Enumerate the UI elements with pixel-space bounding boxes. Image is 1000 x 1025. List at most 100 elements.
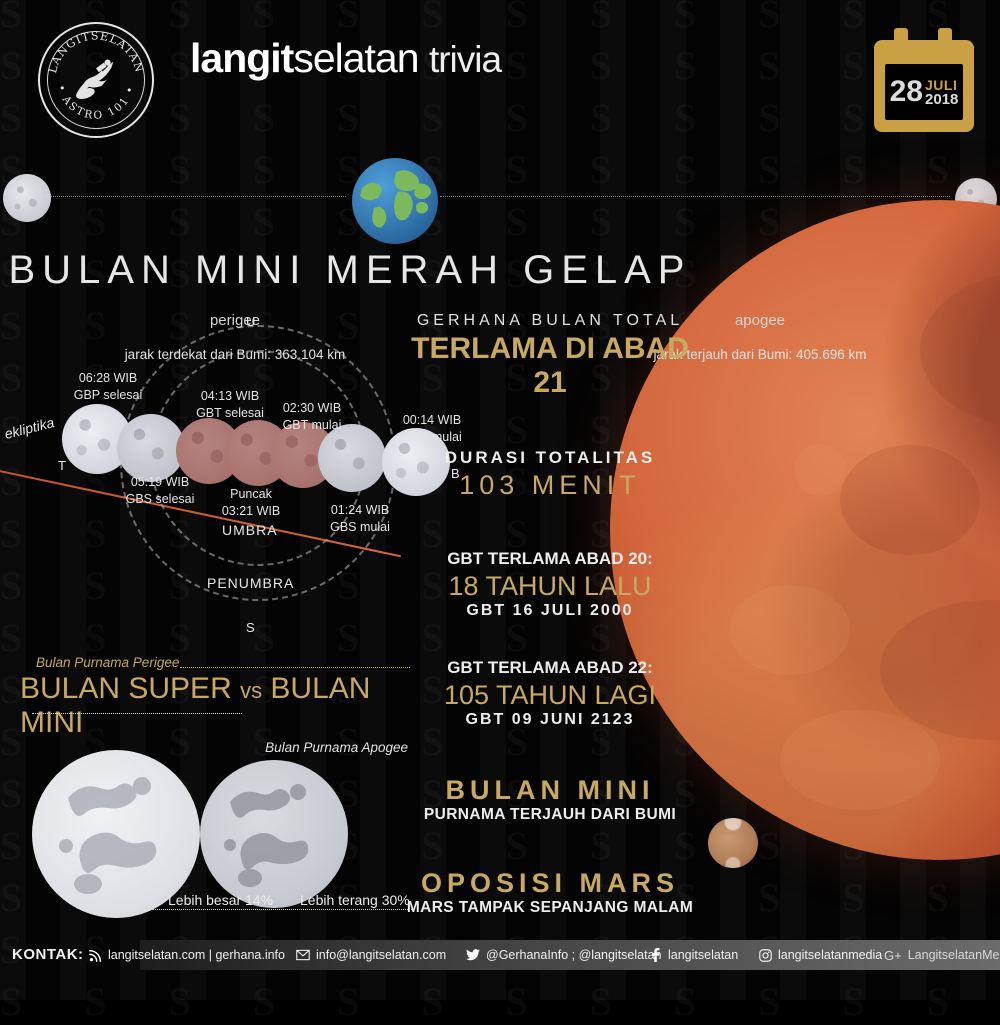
caption-dotted-line-bottom: [32, 713, 242, 714]
stat-duration: DURASI TOTALITAS 103 MENIT: [400, 448, 700, 501]
earth-continents: [360, 170, 431, 228]
minimoon-title: BULAN MINI: [445, 775, 655, 805]
calendar-screen: 28 JULI 2018: [885, 64, 963, 120]
phase-label-gbp-mulai: 00:14 WIB GBP mulai: [386, 412, 478, 446]
phase-event: GBT mulai: [282, 417, 342, 432]
phase-event: GBT selesai: [196, 405, 264, 420]
phase-label-gbp-selesai: 06:28 WIB GBP selesai: [62, 370, 154, 404]
footer-item-email[interactable]: info@langitselatan.com: [296, 940, 446, 970]
c20-value: 18 TAHUN LALU: [448, 571, 652, 601]
penumbra-label: PENUMBRA: [207, 575, 295, 591]
title-left: BULAN SUPER: [20, 672, 232, 705]
stat-century-20: GBT TERLAMA ABAD 20: 18 TAHUN LALU GBT 1…: [400, 549, 700, 620]
phase-label-gbt-selesai: 04:13 WIB GBT selesai: [184, 388, 276, 422]
peak-time: 03:21 WIB: [221, 503, 281, 518]
twitter-icon: [466, 948, 480, 962]
compare-dotted-line: [152, 909, 414, 910]
footer-item-label: info@langitselatan.com: [316, 948, 447, 962]
footer-item-website[interactable]: langitselatan.com | gerhana.info: [88, 940, 285, 970]
blood-moon-texture: [610, 200, 1000, 860]
header: LANGITSELATAN • ASTRO 101 • langitselata…: [0, 0, 1000, 150]
langitselatan-logo-seal: LANGITSELATAN • ASTRO 101 •: [38, 22, 154, 138]
brand-bold: langit: [190, 35, 294, 81]
stat-century-22: GBT TERLAMA ABAD 22: 105 TAHUN LAGI GBT …: [400, 658, 700, 729]
apogee-label-group: apogee jarak terjauh dari Bumi: 405.696 …: [570, 312, 950, 362]
duration-value: 103 MENIT: [459, 470, 641, 500]
umbra-label: UMBRA: [222, 522, 278, 538]
footer-item-label: langitselatan.com | gerhana.info: [108, 948, 285, 962]
phase-label-puncak: Puncak 03:21 WIB: [205, 486, 297, 520]
footer-item-facebook[interactable]: langitselatan: [648, 940, 738, 970]
supermoon-maria: [59, 777, 157, 894]
footer-item-label: @GerhanaInfo ; @langitselatan: [486, 948, 662, 962]
eclipse-moon-gbs-mulai: [318, 424, 386, 492]
instagram-icon: [758, 948, 772, 962]
orbit-dotted-line-left: [46, 196, 346, 197]
calendar-body: 28 JULI 2018: [874, 40, 974, 132]
calendar-month: JULI: [925, 76, 958, 93]
duration-label: DURASI TOTALITAS: [444, 448, 656, 467]
mars-title: OPOSISI MARS: [420, 868, 680, 898]
footer-item-label: langitselatanmedia: [778, 948, 883, 962]
footer-item-googleplus[interactable]: G+ LangitselatanMedia: [884, 940, 1000, 970]
caption-apogee: Bulan Purnama Apogee: [265, 740, 408, 755]
googleplus-icon: G+: [884, 947, 902, 963]
kontak-label: KONTAK:: [12, 946, 84, 963]
stats-column: GERHANA BULAN TOTAL TERLAMA DI ABAD 21 D…: [400, 312, 700, 921]
phase-label-gbs-mulai: 01:24 WIB GBS mulai: [314, 502, 406, 536]
facebook-icon: [648, 948, 662, 962]
supermoon-illustration: [32, 750, 200, 918]
stat-minimoon: BULAN MINI PURNAMA TERJAUH DARI BUMI: [400, 775, 700, 824]
marker-west: T: [58, 458, 67, 473]
footer-contact-bar: KONTAK: langitselatan.com | gerhana.info…: [0, 940, 1000, 970]
earth-icon: [352, 158, 438, 244]
stat-mars: OPOSISI MARS MARS TAMPAK SEPANJANG MALAM: [400, 868, 700, 917]
svg-text:LANGITSELATAN: LANGITSELATAN: [46, 29, 146, 74]
c22-value: 105 TAHUN LAGI: [443, 680, 657, 710]
headline-big: TERLAMA DI ABAD 21: [411, 332, 689, 399]
phase-time: 02:30 WIB: [282, 401, 342, 415]
note-size: Lebih besar 14%: [168, 892, 274, 908]
moon-icon-perigee: [3, 174, 51, 222]
minimoon-illustration: [200, 760, 348, 908]
phase-time: 05:19 WIB: [130, 475, 190, 489]
phase-time: 00:14 WIB: [402, 413, 462, 427]
phase-label-gbt-mulai: 02:30 WIB GBT mulai: [266, 400, 358, 434]
phase-event: GBS mulai: [330, 519, 390, 534]
phase-time: 04:13 WIB: [200, 389, 260, 403]
page-title: BULAN MINI MERAH GELAP: [8, 248, 692, 292]
phase-label-gbs-selesai: 05:19 WIB GBS selesai: [114, 474, 206, 508]
phase-time: 06:28 WIB: [78, 371, 138, 385]
logo-inner-ring: [47, 31, 145, 129]
caption-perigee: Bulan Purnama Perigee: [36, 655, 180, 670]
phase-event: GBP selesai: [73, 387, 143, 402]
svg-text:• ASTRO 101 •: • ASTRO 101 •: [55, 83, 138, 122]
apogee-label: apogee: [734, 312, 786, 329]
rss-icon: [88, 948, 102, 962]
footer-item-twitter[interactable]: @GerhanaInfo ; @langitselatan: [466, 940, 661, 970]
c20-date: GBT 16 JULI 2000: [466, 602, 634, 619]
peak-label: Puncak: [230, 487, 272, 501]
c20-label: GBT TERLAMA ABAD 20:: [447, 549, 653, 568]
eclipse-moon-gbs-selesai: [117, 414, 185, 482]
marker-east: B: [451, 466, 461, 481]
phase-time: 01:24 WIB: [330, 503, 390, 517]
perigee-detail: jarak terdekat dari Bumi: 363.104 km: [124, 347, 346, 362]
headline-small: GERHANA BULAN TOTAL: [416, 312, 684, 329]
minimoon-sub: PURNAMA TERJAUH DARI BUMI: [423, 806, 677, 823]
minimoon-maria: [224, 784, 309, 887]
apogee-detail: jarak terjauh dari Bumi: 405.696 km: [653, 347, 867, 362]
super-vs-mini-heading: Bulan Purnama Perigee BULAN SUPER vs BUL…: [20, 655, 420, 755]
footer-item-label: langitselatan: [668, 948, 739, 962]
note-brightness: Lebih terang 30%: [300, 892, 410, 908]
c22-label: GBT TERLAMA ABAD 22:: [447, 658, 653, 677]
orbit-dotted-line-right: [440, 196, 950, 197]
calendar-icon: 28 JULI 2018: [874, 28, 974, 132]
footer-item-instagram[interactable]: langitselatanmedia: [758, 940, 882, 970]
calendar-day: 28: [889, 75, 923, 108]
calendar-year: 2018: [925, 90, 959, 108]
perigee-label: perigee: [209, 312, 261, 329]
c22-date: GBT 09 JUNI 2123: [465, 711, 635, 728]
marker-south: S: [246, 620, 256, 635]
super-vs-mini-title: BULAN SUPER vs BULAN MINI: [20, 672, 420, 740]
